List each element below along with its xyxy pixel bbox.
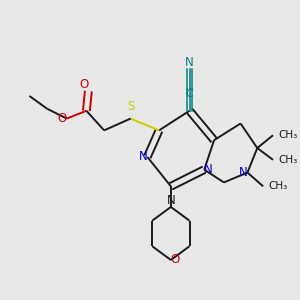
Text: O: O: [58, 112, 67, 125]
Text: CH₃: CH₃: [268, 181, 287, 191]
Text: O: O: [79, 78, 88, 91]
Text: CH₃: CH₃: [278, 155, 297, 165]
Text: N: N: [239, 166, 248, 179]
Text: N: N: [185, 56, 194, 70]
Text: N: N: [167, 194, 175, 207]
Text: N: N: [204, 163, 213, 176]
Text: S: S: [127, 100, 134, 113]
Text: C: C: [186, 89, 194, 99]
Text: N: N: [139, 150, 147, 164]
Text: O: O: [171, 254, 180, 266]
Text: CH₃: CH₃: [278, 130, 297, 140]
